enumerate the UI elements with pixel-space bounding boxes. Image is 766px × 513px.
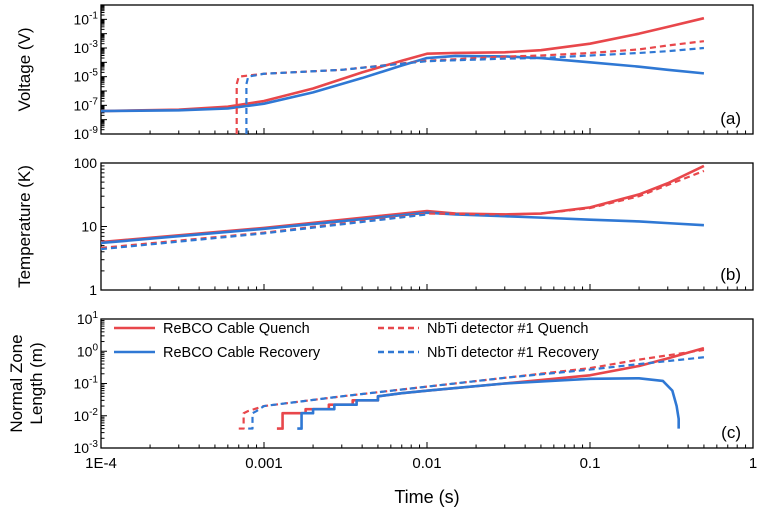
y-axis-label: Temperature (K) (15, 165, 34, 288)
x-axis-label: Time (s) (394, 487, 459, 507)
y-tick-label: 10-3 (74, 39, 99, 56)
y-tick-label: 10-3 (74, 439, 99, 456)
y-tick-label: 10-1 (74, 375, 99, 392)
series-line-nbti_quench (238, 348, 705, 430)
legend-label: ReBCO Cable Quench (163, 321, 310, 337)
y-tick-label: 10-2 (74, 407, 99, 424)
series-group (101, 164, 705, 251)
y-tick-label: 10-1 (74, 10, 99, 27)
x-tick-label: 0.1 (580, 455, 601, 472)
series-group (101, 16, 705, 134)
series-line-cable_recovery (101, 211, 705, 245)
y-axis-label: Normal Zone (7, 334, 26, 432)
legend-label: NbTi detector #1 Quench (427, 321, 588, 337)
y-tick-label: 10-5 (74, 68, 99, 85)
series-line-nbti_quench (235, 40, 705, 134)
series-line-cable_recovery (297, 376, 680, 430)
panel-2: 10-3 10-2 10-1 100 101 Normal Zone Length (m) (… (7, 310, 757, 472)
series-line-cable_recovery (101, 54, 705, 113)
plot-frame (100, 162, 754, 291)
y-tick-label: 10 (81, 219, 97, 235)
series-line-nbti_recovery (245, 46, 705, 134)
series-line-nbti_recovery (101, 213, 428, 251)
series-line-cable_quench (101, 164, 705, 244)
x-tick-label: 0.001 (245, 455, 283, 472)
x-tick-label: 0.01 (412, 455, 441, 472)
y-tick-label: 10-9 (74, 125, 99, 142)
series-group (238, 346, 705, 430)
x-tick-label: 1E-4 (85, 455, 117, 472)
plot-frame (100, 318, 754, 449)
y-axis-label: Length (m) (27, 342, 46, 424)
x-tick-label: 1 (749, 455, 757, 472)
y-axis-label: Voltage (V) (15, 27, 34, 111)
panel-1: 1 10 100 Temperature (K) (b) (15, 155, 754, 298)
y-tick-label: 1 (89, 282, 97, 298)
y-tick-label: 100 (74, 155, 98, 171)
legend-label: NbTi detector #1 Recovery (427, 345, 600, 361)
panel-0: 10-9 10-7 10-5 10-3 10-1 Voltage (V) (a) (15, 4, 754, 142)
panel-label: (a) (720, 109, 741, 128)
series-line-cable_quench (101, 16, 705, 113)
panel-label: (c) (721, 423, 741, 442)
legend-label: ReBCO Cable Recovery (163, 345, 321, 361)
y-tick-label: 101 (77, 310, 99, 327)
panel-label: (b) (720, 265, 741, 284)
series-line-nbti_recovery (248, 356, 705, 430)
y-tick-label: 100 (77, 342, 99, 359)
y-tick-label: 10-7 (74, 96, 99, 113)
legend: ReBCO Cable Quench ReBCO Cable Recovery Nb… (114, 321, 600, 361)
